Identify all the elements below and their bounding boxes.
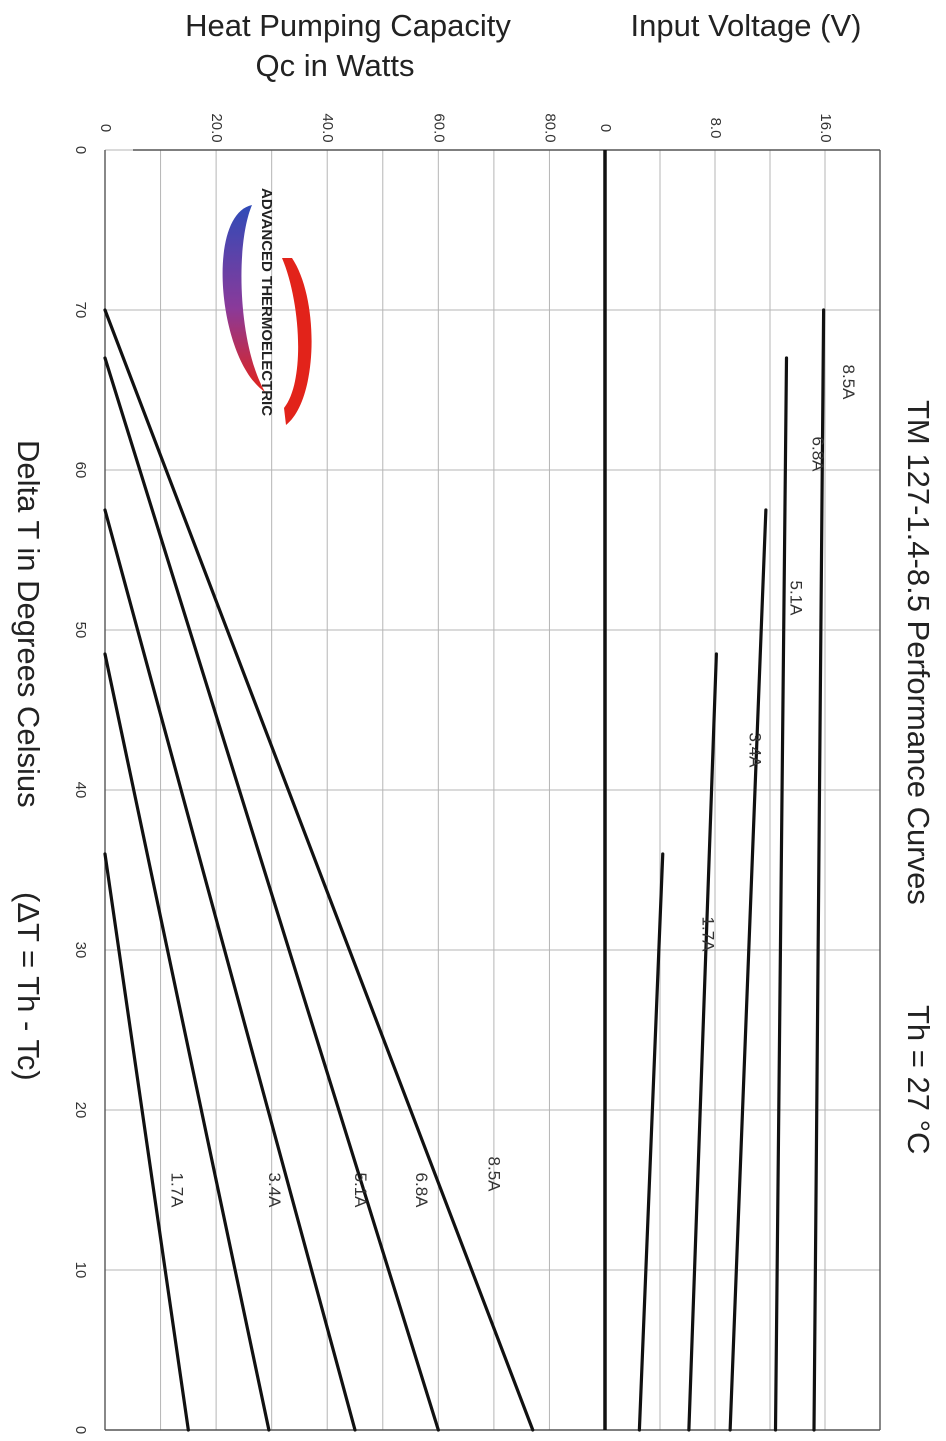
voltage-curve-1.7A bbox=[637, 852, 665, 1432]
capacity-curve-5.1A bbox=[103, 508, 357, 1432]
x-tick-label: 30 bbox=[72, 942, 89, 959]
series-labels: 8.5A 6.8A 5.1A 3.4A 1.7A 8.5A 6.8A 5.1A 3.4A 1.7A bbox=[168, 365, 858, 1209]
voltage-curve-label: 5.1A bbox=[787, 581, 806, 617]
capacity-curve-1.7A bbox=[103, 852, 190, 1432]
voltage-curve-8.5A bbox=[812, 308, 826, 1432]
capacity-tick-label: 80.0 bbox=[541, 113, 558, 142]
voltage-curve-5.1A bbox=[728, 508, 768, 1432]
x-tick-label: 10 bbox=[72, 1262, 89, 1279]
capacity-curve-6.8A bbox=[103, 356, 440, 1432]
voltage-curve-6.8A bbox=[773, 356, 789, 1432]
grid bbox=[104, 149, 881, 1431]
capacity-curve-3.4A bbox=[103, 652, 271, 1432]
capacity-curve-label: 3.4A bbox=[265, 1173, 284, 1209]
x-axis-label-formula: (ΔT = Th - Tc) bbox=[11, 892, 46, 1081]
voltage-tick-label: 0 bbox=[597, 124, 614, 132]
capacity-curve-label: 1.7A bbox=[168, 1173, 187, 1209]
capacity-axis-label-line1: Heat Pumping Capacity bbox=[185, 8, 511, 43]
logo-swoosh-right bbox=[282, 258, 312, 425]
x-tick-label: 70 bbox=[72, 302, 89, 319]
capacity-tick-label: 60.0 bbox=[430, 113, 447, 142]
chart-title: TM 127-1.4-8.5 Performance Curves bbox=[901, 400, 936, 905]
capacity-axis-label-line2: Qc in Watts bbox=[255, 48, 414, 83]
x-tick-label: 0 bbox=[72, 1426, 89, 1434]
capacity-tick-label: 40.0 bbox=[319, 113, 336, 142]
capacity-tick-label: 20.0 bbox=[208, 113, 225, 142]
chart-subtitle: Th = 27 °C bbox=[901, 1005, 936, 1154]
voltage-curve-label: 8.5A bbox=[839, 365, 858, 401]
x-tick-label: 20 bbox=[72, 1102, 89, 1119]
x-tick-label: 60 bbox=[72, 462, 89, 479]
voltage-curve-label: 6.8A bbox=[809, 437, 828, 473]
advanced-thermoelectric-logo: ADVANCED THERMOELECTRIC bbox=[222, 188, 312, 425]
series-lines bbox=[103, 308, 826, 1432]
x-tick-label: 50 bbox=[72, 622, 89, 639]
x-tick-label: 40 bbox=[72, 782, 89, 799]
voltage-curve-label: 3.4A bbox=[745, 733, 764, 769]
voltage-axis-label: Input Voltage (V) bbox=[631, 8, 862, 43]
capacity-tick-label: 0 bbox=[97, 124, 114, 132]
capacity-curve-label: 5.1A bbox=[351, 1173, 370, 1209]
x-tick-label: 0 bbox=[72, 146, 89, 154]
logo-text: ADVANCED THERMOELECTRIC bbox=[258, 188, 275, 416]
capacity-curve-label: 8.5A bbox=[484, 1157, 503, 1193]
x-axis-label: Delta T in Degrees Celsius bbox=[11, 440, 46, 808]
voltage-tick-label: 16.0 bbox=[817, 113, 834, 142]
tick-labels: 0 10 20 30 40 50 60 70 0 0 20.0 40.0 60.0 80.0 0 8.0 16.… bbox=[72, 113, 834, 1434]
voltage-curve-3.4A bbox=[687, 652, 718, 1432]
capacity-curve-8.5A bbox=[103, 308, 535, 1432]
voltage-curve-label: 1.7A bbox=[699, 917, 718, 953]
logo-swoosh-left bbox=[222, 205, 265, 392]
capacity-curve-label: 6.8A bbox=[412, 1173, 431, 1209]
voltage-tick-label: 8.0 bbox=[707, 118, 724, 139]
